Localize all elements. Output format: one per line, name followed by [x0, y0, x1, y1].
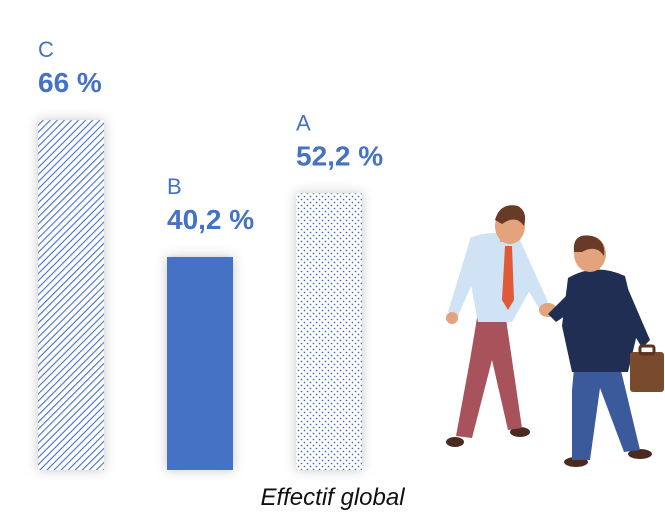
bar-c [38, 120, 104, 470]
value-label-c: 66 % [38, 67, 102, 98]
bar-b [167, 257, 233, 470]
category-label-a: A [296, 110, 311, 135]
category-label-b: B [167, 174, 182, 199]
category-label-c: C [38, 37, 54, 62]
value-label-b: 40,2 % [167, 204, 254, 235]
chart-caption: Effectif global [0, 484, 665, 512]
business-handshake-icon [446, 205, 664, 467]
value-label-a: 52,2 % [296, 140, 383, 171]
bar-a [296, 193, 362, 470]
